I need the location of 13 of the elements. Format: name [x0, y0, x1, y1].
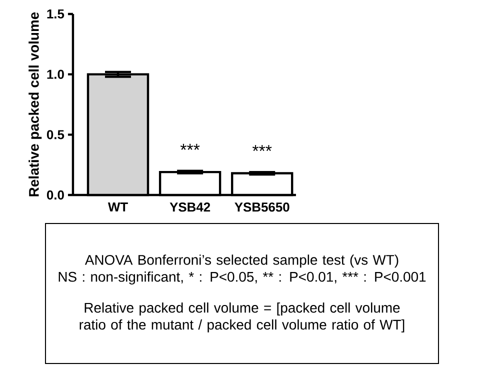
y-axis-title: Relative packed cell volume	[28, 12, 42, 196]
x-tick-label: YSB42	[170, 202, 210, 212]
y-tick-label: 0.5	[46, 130, 64, 140]
annotation: ***	[180, 144, 200, 150]
annotation: ***	[252, 145, 272, 152]
text: ANOVA Bonferroni’s selected sample test (vs WT)	[84, 254, 398, 268]
text: NS : non-significant, * : P<0.05, ** : P<0.01, *** : P<0.001	[58, 272, 426, 285]
y-tick-label: 1.5	[47, 9, 64, 19]
text: Relative packed cell volume = [packed cell volume ratio of the mutant / packed cell volume ratio of WT]	[80, 302, 404, 332]
x-tick-label: WT	[108, 202, 128, 212]
y-tick-label: 0.0	[46, 190, 64, 200]
x-tick-label: YSB5650	[234, 202, 290, 212]
y-tick-label: 1.0	[47, 70, 64, 79]
